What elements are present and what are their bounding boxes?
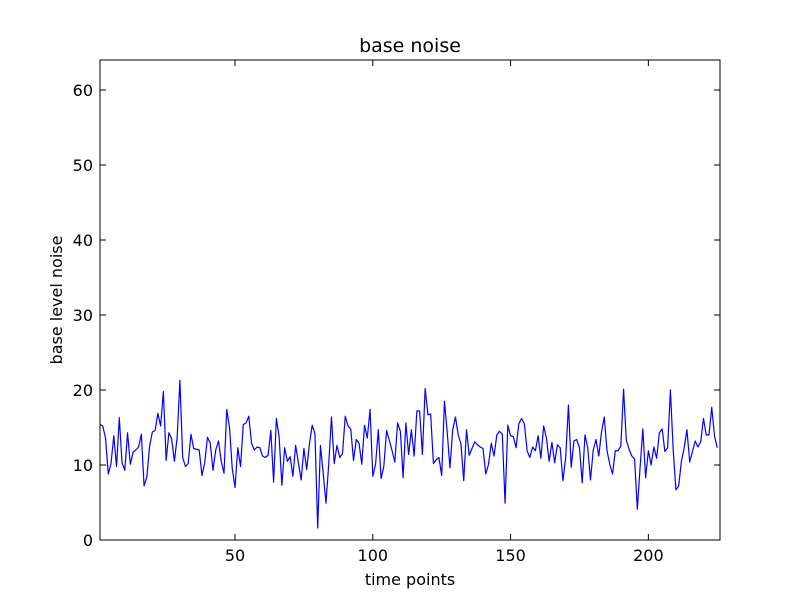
axis-ticks: 50 100 150 200 0 10 20 30 40 50 60 [73,60,720,565]
y-tick-label: 30 [73,306,93,325]
y-tick-label: 10 [73,456,93,475]
x-tick-label: 100 [358,546,389,565]
y-tick-label: 50 [73,156,93,175]
plot-area [99,379,718,529]
chart-title: base noise [359,35,461,57]
y-tick-label: 60 [73,81,93,100]
series-line-0 [99,379,718,529]
y-tick-label: 0 [83,531,93,550]
y-tick-label: 20 [73,381,93,400]
x-tick-label: 50 [225,546,245,565]
y-tick-label: 40 [73,231,93,250]
x-tick-label: 200 [633,546,664,565]
x-axis-label: time points [365,570,455,589]
plot-frame [99,59,721,541]
y-axis-label: base level noise [47,236,66,365]
x-tick-label: 150 [495,546,526,565]
